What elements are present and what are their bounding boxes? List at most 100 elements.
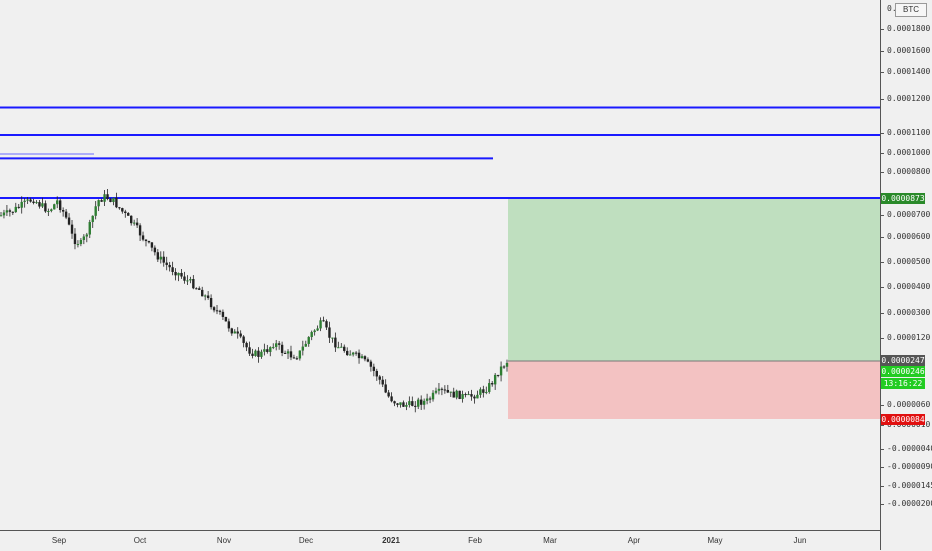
time-tick-label: Jun xyxy=(793,536,807,545)
candle-body xyxy=(195,288,198,290)
candle-body xyxy=(272,346,275,348)
candle-body xyxy=(464,394,467,396)
price-tick-label: 0.0001400 xyxy=(887,67,931,76)
price-tick-mark xyxy=(881,29,884,30)
price-tick-label: 0.0000500 xyxy=(887,257,931,266)
candle-body xyxy=(372,366,376,371)
candle-body xyxy=(192,279,195,289)
candle-body xyxy=(286,351,290,354)
candle-body xyxy=(408,401,411,405)
price-tick-mark xyxy=(881,153,884,154)
candle-body xyxy=(8,210,12,212)
candle-body xyxy=(109,198,112,202)
candle-body xyxy=(399,402,402,405)
candle-body xyxy=(14,206,17,213)
candle-body xyxy=(257,350,260,357)
candle-body xyxy=(76,244,80,246)
candle-body xyxy=(422,400,426,405)
candle-body xyxy=(461,394,464,399)
price-tick-mark xyxy=(881,99,884,100)
price-tick-mark xyxy=(881,504,884,505)
candle-body xyxy=(269,347,272,352)
chart-area[interactable] xyxy=(0,0,880,530)
price-tick-label: 0.0000700 xyxy=(887,210,931,219)
candle-body xyxy=(425,398,429,401)
candle-body xyxy=(402,402,405,407)
candle-body xyxy=(106,194,109,199)
candle-body xyxy=(334,337,337,348)
candle-body xyxy=(171,267,174,272)
time-tick-label: Dec xyxy=(298,536,314,545)
price-axis[interactable]: 0.0 0.0001800 0.0001600 0.0001400 0.0001200 0… xyxy=(880,0,932,550)
time-tick-label: Mar xyxy=(543,536,557,545)
price-tick-label: -0.0000200 xyxy=(887,499,932,508)
time-axis[interactable] xyxy=(0,530,880,551)
candle-body xyxy=(5,210,9,213)
candle-body xyxy=(292,357,296,359)
time-tick-label: May xyxy=(707,536,723,545)
currency-badge[interactable]: BTC xyxy=(895,3,927,17)
time-tick-label: Oct xyxy=(133,536,147,545)
candle-body xyxy=(64,211,68,218)
candle-body xyxy=(505,362,509,367)
candle-body xyxy=(70,224,74,234)
candle-body xyxy=(405,404,408,407)
candle-body xyxy=(38,202,41,207)
candle-body xyxy=(351,352,355,355)
price-tick-label: 0.0000600 xyxy=(887,232,931,241)
candle-body xyxy=(440,388,444,390)
target-price-tag: 0.0000873 xyxy=(881,193,925,204)
candle-body xyxy=(215,310,219,312)
candle-body xyxy=(304,343,307,347)
candle-body xyxy=(274,343,278,347)
candle-body xyxy=(384,384,387,393)
candle-body xyxy=(254,350,257,356)
candle-body xyxy=(337,347,340,349)
candle-body xyxy=(150,242,154,248)
candle-body xyxy=(17,206,20,208)
candle-body xyxy=(121,208,124,212)
candle-body xyxy=(375,370,379,377)
candle-body xyxy=(346,350,349,356)
candle-body xyxy=(328,327,331,338)
candle-body xyxy=(449,391,452,393)
candle-body xyxy=(180,272,183,277)
price-tick-mark xyxy=(881,467,884,468)
candle-body xyxy=(419,399,423,405)
candle-body xyxy=(82,236,86,240)
candle-body xyxy=(417,399,420,407)
candle-body xyxy=(251,353,254,356)
price-tick-label: 0.0001600 xyxy=(887,46,931,55)
price-tick-mark xyxy=(881,237,884,238)
price-tick-mark xyxy=(881,287,884,288)
last-price-tag: 0.0000246 xyxy=(881,366,925,377)
candle-body xyxy=(153,247,157,253)
candle-body xyxy=(455,390,458,398)
candle-body xyxy=(322,320,325,322)
candle-body xyxy=(363,356,367,360)
candle-body xyxy=(298,350,302,359)
price-tick-mark xyxy=(881,133,884,134)
candle-body xyxy=(502,366,506,368)
candle-body xyxy=(393,401,396,404)
candle-body xyxy=(357,352,361,359)
candle-body xyxy=(369,361,373,367)
candle-body xyxy=(11,211,15,213)
candle-body xyxy=(485,391,488,393)
candle-body xyxy=(233,331,236,334)
candle-body xyxy=(476,394,479,399)
candle-body xyxy=(94,206,97,216)
candle-body xyxy=(493,374,497,385)
candle-body xyxy=(32,201,35,203)
candle-body xyxy=(41,203,44,207)
candle-body xyxy=(390,396,393,402)
candle-body xyxy=(56,200,59,205)
candle-body xyxy=(488,383,491,392)
candle-body xyxy=(499,366,503,376)
chart-canvas[interactable] xyxy=(0,0,880,530)
candle-body xyxy=(97,200,100,207)
candle-body xyxy=(283,352,287,354)
price-tick-mark xyxy=(881,338,884,339)
candle-body xyxy=(348,354,352,356)
candle-body xyxy=(162,256,165,263)
